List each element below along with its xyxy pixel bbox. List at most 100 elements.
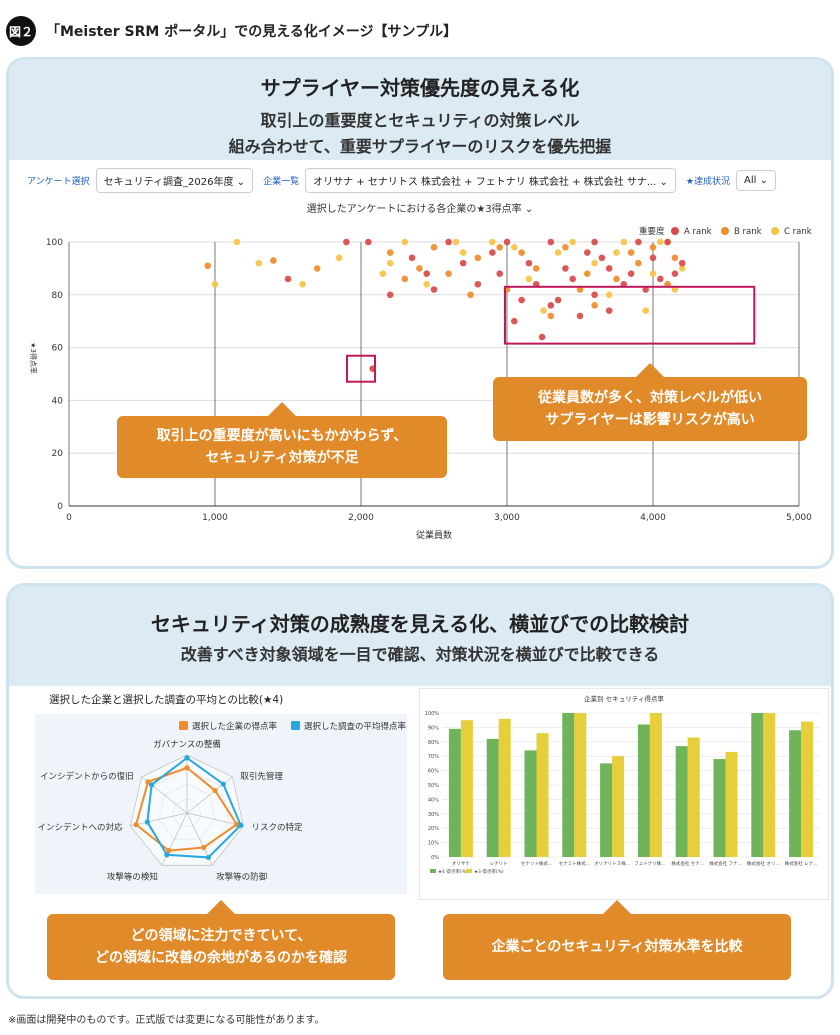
legend-label: B rank <box>734 227 762 237</box>
y-tick-label: 0 <box>57 502 63 512</box>
bar-category-label: フェトナリ株... <box>634 860 665 867</box>
bar-category-label: 株式会社 セナ... <box>671 860 704 867</box>
bar-legend-marker <box>466 869 472 873</box>
bar-star4 <box>713 759 726 857</box>
callout-focus-areas: どの領域に注力できていて、 どの領域に改善の余地があるのかを確認 <box>47 900 395 980</box>
scatter-point-c-rank <box>657 238 664 246</box>
scatter-point-c-rank <box>211 280 219 288</box>
radar-series-point <box>133 822 139 828</box>
x-tick-label: 3,000 <box>494 513 520 523</box>
legend-label: A rank <box>684 227 712 237</box>
radar-axis-label: インシデントへの対応 <box>37 822 123 833</box>
scatter-point-a-rank <box>605 307 613 314</box>
bar-star3 <box>801 721 814 857</box>
scatter-point-a-rank <box>605 265 613 272</box>
scatter-point-b-rank <box>430 243 438 251</box>
bar-star4 <box>675 746 688 857</box>
maturity-subheading: 改善すべき対象領域を一目で確認、対策状況を横並びで比較できる <box>180 645 660 664</box>
radar-title: 選択した企業と選択した調査の平均との比較(★4) <box>49 693 283 706</box>
radar-series-point <box>184 765 190 771</box>
bar-star3 <box>574 713 587 857</box>
scatter-point-c-rank <box>423 280 431 288</box>
radar-series-point <box>234 821 240 827</box>
bar-y-tick-label: 20% <box>428 826 439 832</box>
scatter-point-b-rank <box>671 254 679 262</box>
company-select[interactable]: オリサナ + セナリトス 株式会社 + フェトナリ 株式会社 + 株式会社 サナ… <box>305 168 676 193</box>
scatter-point-a-rank <box>538 333 546 341</box>
scatter-point-b-rank <box>386 249 394 256</box>
scatter-point-a-rank <box>678 259 686 267</box>
status-select[interactable]: All ⌄ <box>736 170 776 191</box>
scatter-point-b-rank <box>591 302 598 309</box>
bar-category-label: レナリト <box>490 861 508 867</box>
bar-y-tick-label: 60% <box>428 769 439 775</box>
company-filter-label: 企業一覧 <box>263 177 300 187</box>
scatter-point-b-rank <box>416 265 423 272</box>
scatter-point-a-rank <box>489 249 496 256</box>
scatter-point-a-rank <box>474 280 482 288</box>
radar-series-point <box>220 781 226 787</box>
scatter-point-b-rank <box>627 249 635 256</box>
bar-category-label: 株式会社 フナ... <box>709 860 742 867</box>
scatter-point-a-rank <box>459 259 467 267</box>
scatter-point-a-rank <box>598 254 606 262</box>
scatter-point-a-rank <box>664 238 671 246</box>
scatter-point-c-rank <box>554 249 562 256</box>
scatter-point-b-rank <box>576 286 584 293</box>
radar-series-point <box>205 854 211 861</box>
scatter-point-a-rank <box>386 291 394 299</box>
scatter-point-a-rank <box>627 270 635 277</box>
scatter-point-b-rank <box>532 265 540 272</box>
priority-panel-header: サプライヤー対策優先度の見える化 取引上の重要度とセキュリティの対策レベル 組み… <box>9 60 831 160</box>
priority-subheading-1: 取引上の重要度とセキュリティの対策レベル <box>260 111 580 130</box>
radar-axis-label: 攻撃等の検知 <box>107 871 158 882</box>
radar-axis-label: 攻撃等の防御 <box>216 871 267 882</box>
bar-star4 <box>524 750 537 857</box>
scatter-point-a-rank <box>547 238 555 246</box>
scatter-point-c-rank <box>649 270 657 277</box>
scatter-point-a-rank <box>408 254 416 262</box>
bar-star4 <box>562 713 575 857</box>
x-tick-label: 2,000 <box>348 513 374 523</box>
scatter-point-c-rank <box>299 280 306 288</box>
scatter-point-c-rank <box>452 238 460 246</box>
scatter-point-c-rank <box>613 249 620 256</box>
survey-select[interactable]: セキュリティ調査_2026年度 ⌄ <box>95 168 254 193</box>
bar-y-tick-label: 30% <box>428 812 439 818</box>
scatter-point-b-rank <box>635 259 642 267</box>
scatter-point-a-rank <box>503 238 511 246</box>
scatter-point-a-rank <box>525 259 533 267</box>
scatter-point-c-rank <box>489 238 496 246</box>
bar-category-label: 株式会社 オリ... <box>747 860 780 867</box>
bar-star3 <box>687 737 700 857</box>
x-tick-label: 4,000 <box>640 513 666 523</box>
scatter-point-a-rank <box>671 270 679 277</box>
bar-y-tick-label: 0% <box>431 855 439 861</box>
scatter-point-a-rank <box>642 286 649 293</box>
bar-y-tick-label: 50% <box>428 783 439 789</box>
scatter-point-a-rank <box>635 238 642 246</box>
footnote: ※画面は開発中のものです。正式版では変更になる可能性があります。 <box>8 1015 325 1026</box>
bar-category-label: オリサナ <box>452 861 470 867</box>
maturity-panel: セキュリティ対策の成熟度を見える化、横並びでの比較検討 改善すべき対象領域を一目… <box>6 583 834 999</box>
bar-y-tick-label: 100% <box>425 711 440 717</box>
radar-legend-marker <box>291 721 300 730</box>
priority-heading: サプライヤー対策優先度の見える化 <box>260 76 580 100</box>
scatter-point-c-rank <box>335 254 343 262</box>
scatter-point-a-rank <box>657 275 664 283</box>
radar-axis-label: 取引先管理 <box>240 771 283 782</box>
radar-series-point <box>184 755 190 761</box>
radar-chart-panel: 選択した企業と選択した調査の平均との比較(★4) 選択した企業の得点率 選択した調査… <box>27 690 407 895</box>
scatter-point-b-rank <box>313 265 321 272</box>
scatter-point-c-rank <box>540 307 547 314</box>
priority-subheading-2: 組み合わせて、重要サプライヤーのリスクを優先把握 <box>228 137 612 156</box>
scatter-point-a-rank <box>591 238 598 246</box>
scatter-point-c-rank <box>525 275 533 283</box>
bar-y-tick-label: 40% <box>428 797 439 803</box>
radar-legend-label: 選択した調査の平均得点率 <box>304 721 407 732</box>
priority-panel: サプライヤー対策優先度の見える化 取引上の重要度とセキュリティの対策レベル 組み… <box>6 57 834 569</box>
scatter-chart-title[interactable]: 選択したアンケートにおける各企業の★3得点率 ⌄ <box>306 204 534 215</box>
scatter-point-c-rank <box>379 270 387 277</box>
scatter-point-b-rank <box>270 257 277 264</box>
legend-marker <box>671 227 679 235</box>
